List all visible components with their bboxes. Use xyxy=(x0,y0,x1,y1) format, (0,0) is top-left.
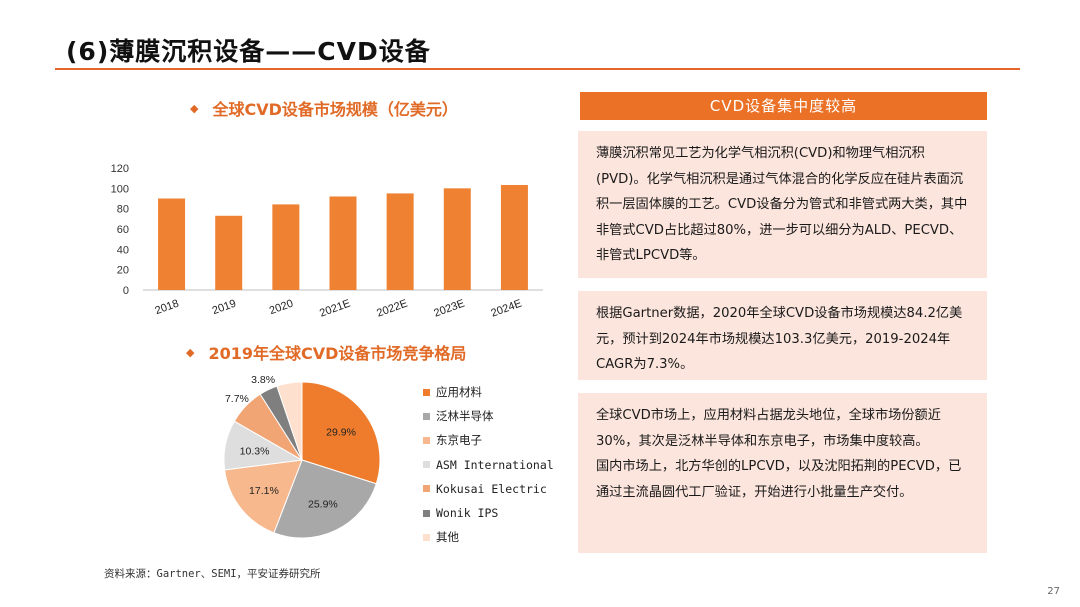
bar xyxy=(500,184,528,290)
bar xyxy=(158,198,186,290)
y-tick-label: 20 xyxy=(117,265,129,277)
y-tick-label: 100 xyxy=(111,183,129,195)
legend-label: Kokusai Electric xyxy=(436,481,547,496)
x-tick-label: 2020 xyxy=(268,298,295,318)
bar-chart: 0 20 40 60 80 100 120 2018 2019 2020 2021E 2022E 202… xyxy=(111,163,543,320)
page-number: 27 xyxy=(1047,586,1060,597)
pie-value-label: 25.9% xyxy=(308,499,338,511)
bar-chart-heading: ◆ 全球CVD设备市场规模（亿美元） xyxy=(190,96,458,120)
legend-item: Wonik IPS xyxy=(423,501,554,525)
legend-item: 泛林半导体 xyxy=(423,404,554,428)
legend-item: ASM International xyxy=(423,453,554,477)
bar xyxy=(272,204,300,290)
legend-swatch xyxy=(423,509,430,517)
x-tick-label: 2019 xyxy=(211,298,238,318)
source-note: 资料来源：Gartner、SEMI，平安证券研究所 xyxy=(104,568,321,580)
y-tick-label: 40 xyxy=(117,244,129,256)
pie-chart-heading-text: 2019年全球CVD设备市场竞争格局 xyxy=(208,344,467,363)
bar xyxy=(215,215,243,290)
legend-label: 泛林半导体 xyxy=(436,409,494,424)
y-tick-label: 120 xyxy=(111,163,129,175)
text-box-market-size: 根据Gartner数据，2020年全球CVD设备市场规模达84.2亿美元，预计到… xyxy=(578,291,987,380)
legend-label: 其他 xyxy=(436,530,459,545)
text-box-body: 全球CVD市场上，应用材料占据龙头地位，全球市场份额近30%，其次是泛林半导体和… xyxy=(596,408,941,449)
pie-value-label: 3.8% xyxy=(251,376,275,386)
title-divider xyxy=(55,68,1020,70)
legend-label: 东京电子 xyxy=(436,433,482,448)
y-tick-label: 80 xyxy=(117,204,129,216)
text-box-body: 根据Gartner数据，2020年全球CVD设备市场规模达84.2亿美元，预计到… xyxy=(596,306,963,373)
text-box-cvd-overview: 薄膜沉积常见工艺为化学气相沉积(CVD)和物理气相沉积(PVD)。化学气相沉积是… xyxy=(578,131,987,278)
panel-header: CVD设备集中度较高 xyxy=(580,92,987,120)
pie-slice xyxy=(276,381,303,461)
legend-swatch xyxy=(423,485,430,493)
diamond-bullet-icon: ◆ xyxy=(186,345,195,359)
legend-swatch xyxy=(423,436,430,444)
pie-value-label: 5.2% xyxy=(275,376,299,378)
legend-swatch xyxy=(423,533,430,541)
legend-swatch xyxy=(423,388,430,396)
pie-slice xyxy=(224,459,303,534)
legend-item: 其他 xyxy=(423,525,554,549)
x-tick-label: 2024E xyxy=(489,298,523,320)
legend-item: 东京电子 xyxy=(423,428,554,452)
diamond-bullet-icon: ◆ xyxy=(190,101,199,115)
text-box-body: 薄膜沉积常见工艺为化学气相沉积(CVD)和物理气相沉积(PVD)。化学气相沉积是… xyxy=(596,146,968,264)
pie-slice xyxy=(301,381,381,485)
text-box-body: 国内市场上，北方华创的LPCVD，以及沈阳拓荆的PECVD，已通过主流晶圆代工厂… xyxy=(596,459,962,500)
pie-value-label: 29.9% xyxy=(326,426,356,438)
pie-chart-heading: ◆ 2019年全球CVD设备市场竞争格局 xyxy=(186,340,466,364)
pie-value-label: 7.7% xyxy=(225,393,249,405)
pie-value-label: 10.3% xyxy=(240,446,270,458)
x-tick-label: 2022E xyxy=(375,298,409,320)
legend-swatch xyxy=(423,461,430,469)
legend-item: Kokusai Electric xyxy=(423,477,554,501)
page-title: (6)薄膜沉积设备——CVD设备 xyxy=(66,37,431,66)
pie-value-label: 17.1% xyxy=(249,485,279,497)
legend-swatch xyxy=(423,412,430,420)
legend-label: Wonik IPS xyxy=(436,506,499,521)
bar xyxy=(443,188,471,290)
pie-chart: 29.9% 25.9% 17.1% 10.3% 7.7%3.8%5.2% xyxy=(223,376,381,539)
bar-chart-heading-text: 全球CVD设备市场规模（亿美元） xyxy=(212,100,458,119)
y-tick-label: 60 xyxy=(117,224,129,236)
text-box-competition: 全球CVD市场上，应用材料占据龙头地位，全球市场份额近30%，其次是泛林半导体和… xyxy=(578,393,987,553)
pie-legend: 应用材料泛林半导体东京电子 ASM International Kokusai El… xyxy=(423,380,554,549)
bar xyxy=(386,193,414,290)
bar xyxy=(329,196,357,290)
legend-label: 应用材料 xyxy=(436,385,482,400)
x-tick-label: 2023E xyxy=(432,298,466,320)
x-tick-label: 2021E xyxy=(318,298,352,320)
x-tick-label: 2018 xyxy=(153,298,180,318)
y-tick-label: 0 xyxy=(123,285,129,297)
legend-label: ASM International xyxy=(436,457,554,472)
pie-slice xyxy=(273,459,377,539)
legend-item: 应用材料 xyxy=(423,380,554,404)
